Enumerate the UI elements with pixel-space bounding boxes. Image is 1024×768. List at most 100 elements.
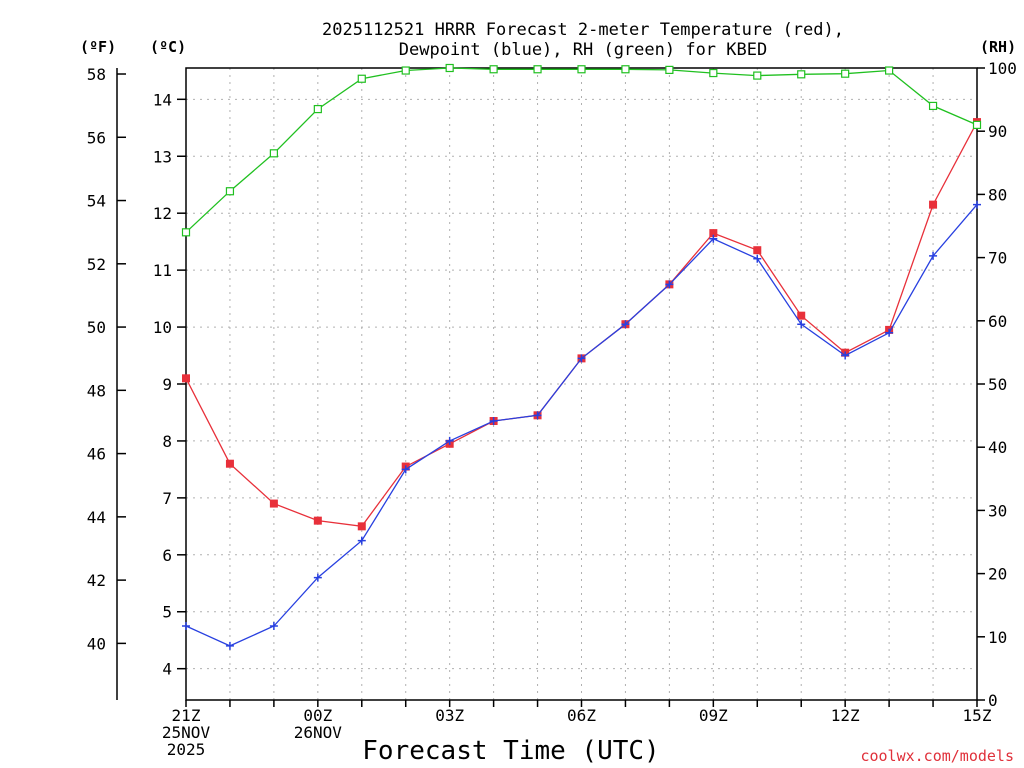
fahrenheit-tick-label: 52 [87, 255, 106, 274]
temperature-point [357, 522, 366, 531]
celsius-tick-label: 11 [153, 261, 172, 280]
x-tick-label: 2025 [167, 740, 206, 759]
rh-point [841, 69, 850, 78]
fahrenheit-tick-label: 40 [87, 634, 106, 653]
celsius-tick-label: 13 [153, 147, 172, 166]
dewpoint-point [577, 354, 586, 363]
fahrenheit-tick-label: 44 [87, 508, 106, 527]
axis-ticks: 4567891011121314404244464850525456580102… [87, 59, 1017, 759]
rh-point [797, 70, 806, 79]
celsius-tick-label: 4 [162, 660, 172, 679]
temperature-point [313, 516, 322, 525]
dewpoint-point [929, 251, 938, 260]
rh-tick-label: 50 [988, 375, 1007, 394]
dewpoint-point [841, 351, 850, 360]
rh-point [489, 65, 498, 74]
rh-tick-label: 30 [988, 501, 1007, 520]
dewpoint-point [533, 411, 542, 420]
temperature-line [185, 121, 978, 527]
dewpoint-point [225, 641, 234, 650]
grid-lines [186, 68, 977, 700]
dewpoint-point [269, 621, 278, 630]
fahrenheit-unit-label: (ºF) [80, 38, 116, 56]
rh-point [928, 101, 938, 111]
x-tick-label: 25NOV [162, 723, 211, 742]
fahrenheit-tick-label: 42 [87, 571, 106, 590]
celsius-tick-label: 6 [162, 546, 172, 565]
x-tick-label: 06Z [567, 706, 596, 725]
x-tick-label: 09Z [699, 706, 728, 725]
credit-text: coolwx.com/models [860, 747, 1014, 765]
dewpoint-point [885, 328, 894, 337]
data-series [181, 63, 982, 650]
chart-title-line-1: 2025112521 HRRR Forecast 2-meter Tempera… [322, 20, 844, 40]
dewpoint-point [357, 536, 366, 545]
rh-point [709, 68, 718, 78]
rh-point [225, 187, 235, 196]
rh-point [357, 74, 366, 83]
temperature-point [182, 374, 190, 383]
rh-point [181, 228, 191, 237]
celsius-tick-label: 12 [153, 204, 172, 223]
celsius-tick-label: 8 [162, 432, 172, 451]
temperature-point [709, 229, 718, 238]
fahrenheit-tick-label: 56 [87, 128, 106, 147]
temperature-point [929, 200, 938, 209]
rh-tick-label: 100 [988, 59, 1017, 78]
chart-title-line-2: Dewpoint (blue), RH (green) for KBED [399, 40, 767, 60]
rh-point [885, 66, 894, 75]
dewpoint-point [313, 573, 322, 582]
rh-tick-label: 70 [988, 249, 1007, 268]
fahrenheit-tick-label: 54 [87, 192, 106, 211]
dewpoint-point [753, 254, 762, 263]
rh-point [621, 65, 630, 74]
rh-point [313, 104, 322, 114]
x-tick-label: 12Z [831, 706, 860, 725]
dewpoint-point [621, 320, 630, 329]
fahrenheit-tick-label: 50 [87, 318, 106, 337]
fahrenheit-tick-label: 58 [87, 65, 106, 84]
rh-tick-label: 60 [988, 312, 1007, 331]
rh-point [753, 71, 762, 80]
fahrenheit-tick-label: 46 [87, 445, 106, 464]
x-axis-label: Forecast Time (UTC) [362, 736, 659, 766]
temperature-point [753, 246, 762, 255]
rh-tick-label: 20 [988, 565, 1007, 584]
celsius-tick-label: 5 [162, 603, 172, 622]
celsius-tick-label: 10 [153, 318, 172, 337]
dewpoint-point [797, 320, 806, 329]
dewpoint-point [709, 234, 718, 243]
celsius-unit-label: (ºC) [150, 38, 186, 56]
dewpoint-point [489, 417, 498, 426]
fahrenheit-tick-label: 48 [87, 381, 106, 400]
rh-tick-label: 10 [988, 628, 1007, 647]
rh-tick-label: 80 [988, 185, 1007, 204]
rh-point [445, 63, 454, 73]
rh-point [269, 149, 278, 158]
rh-tick-label: 0 [988, 691, 998, 710]
temperature-point [225, 459, 234, 468]
rh-point [577, 65, 586, 74]
x-tick-label: 00Z [303, 706, 332, 725]
x-tick-label: 03Z [435, 706, 464, 725]
temperature-point [269, 499, 278, 508]
rh-point [665, 65, 674, 74]
temperature-point [797, 311, 806, 320]
dewpoint-point [973, 200, 981, 209]
celsius-tick-label: 7 [162, 489, 172, 508]
x-tick-label: 21Z [172, 706, 201, 725]
rh-tick-label: 90 [988, 122, 1007, 141]
dewpoint-point [665, 280, 674, 289]
rh-line [185, 67, 978, 233]
celsius-tick-label: 14 [153, 90, 172, 109]
dewpoint-point [401, 465, 410, 474]
rh-point [401, 66, 410, 75]
rh-point [533, 65, 542, 74]
dewpoint-point [182, 621, 190, 630]
x-tick-label: 15Z [963, 706, 992, 725]
x-tick-label: 26NOV [294, 723, 343, 742]
rh-tick-label: 40 [988, 438, 1007, 457]
rh-point [972, 120, 982, 129]
dewpoint-point [445, 436, 454, 445]
